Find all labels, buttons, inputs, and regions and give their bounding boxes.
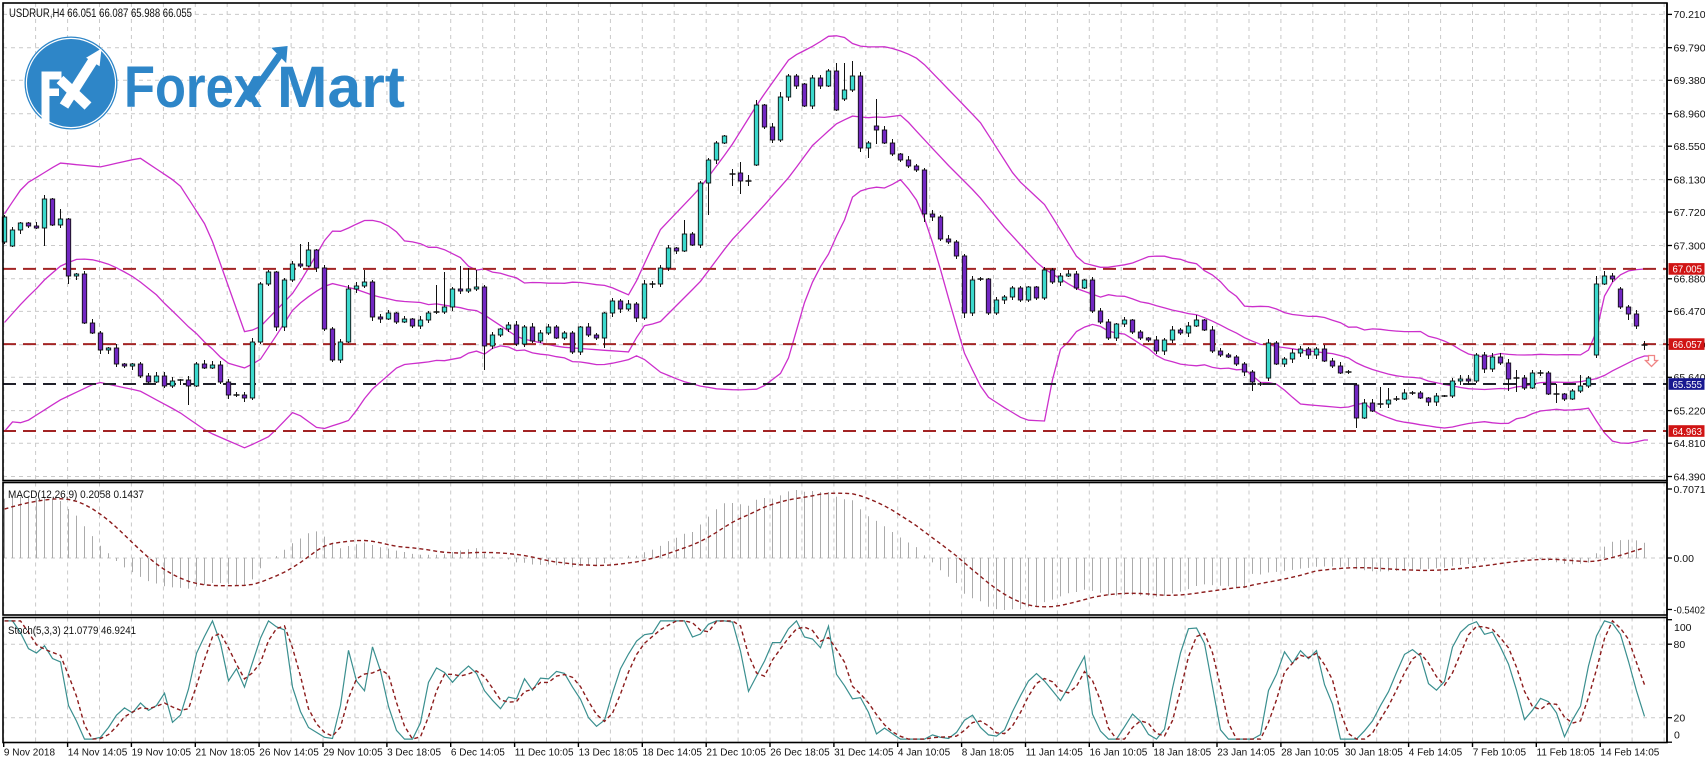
svg-text:16 Jan 10:05: 16 Jan 10:05	[1090, 748, 1148, 759]
svg-text:30 Jan 18:05: 30 Jan 18:05	[1345, 748, 1403, 759]
svg-text:3 Dec 18:05: 3 Dec 18:05	[387, 748, 441, 759]
svg-text:64.390: 64.390	[1674, 471, 1705, 483]
svg-text:18 Dec 14:05: 18 Dec 14:05	[643, 748, 703, 759]
svg-text:23 Jan 14:05: 23 Jan 14:05	[1217, 748, 1275, 759]
svg-text:11 Dec 10:05: 11 Dec 10:05	[515, 748, 574, 759]
svg-text:31 Dec 14:05: 31 Dec 14:05	[834, 748, 894, 759]
svg-text:80: 80	[1674, 639, 1686, 651]
svg-text:64.963: 64.963	[1673, 426, 1703, 438]
svg-text:69.380: 69.380	[1674, 75, 1705, 87]
svg-text:26 Dec 18:05: 26 Dec 18:05	[770, 748, 830, 759]
svg-text:100: 100	[1674, 622, 1692, 634]
svg-text:USDRUR,H4 66.051 66.087 65.98: USDRUR,H4 66.051 66.087 65.988 66.055	[9, 8, 192, 20]
svg-text:66.470: 66.470	[1674, 306, 1705, 318]
svg-text:Forex: Forex	[124, 55, 262, 120]
svg-text:14 Nov 14:05: 14 Nov 14:05	[68, 748, 128, 759]
svg-text:65.220: 65.220	[1674, 405, 1705, 417]
svg-text:Mart: Mart	[277, 55, 405, 120]
svg-text:69.790: 69.790	[1674, 43, 1705, 55]
svg-text:-0.5402: -0.5402	[1674, 604, 1705, 616]
svg-text:67.300: 67.300	[1674, 240, 1705, 252]
svg-text:MACD(12,26,9) 0.2058 0.1437: MACD(12,26,9) 0.2058 0.1437	[8, 489, 144, 501]
svg-text:11 Jan 14:05: 11 Jan 14:05	[1026, 748, 1084, 759]
svg-text:19 Nov 10:05: 19 Nov 10:05	[132, 748, 192, 759]
svg-text:0.7071: 0.7071	[1674, 484, 1705, 496]
svg-text:18 Jan 18:05: 18 Jan 18:05	[1153, 748, 1211, 759]
svg-text:11 Feb 18:05: 11 Feb 18:05	[1537, 748, 1596, 759]
svg-text:8 Jan 18:05: 8 Jan 18:05	[962, 748, 1015, 759]
svg-text:68.130: 68.130	[1674, 174, 1705, 186]
svg-text:21 Nov 18:05: 21 Nov 18:05	[196, 748, 256, 759]
svg-text:28 Jan 10:05: 28 Jan 10:05	[1281, 748, 1339, 759]
svg-text:14 Feb 14:05: 14 Feb 14:05	[1600, 748, 1659, 759]
svg-text:9 Nov 2018: 9 Nov 2018	[4, 748, 56, 759]
svg-text:0: 0	[1674, 730, 1680, 742]
svg-text:67.720: 67.720	[1674, 207, 1705, 219]
svg-text:65.555: 65.555	[1673, 379, 1703, 391]
svg-text:26 Nov 14:05: 26 Nov 14:05	[259, 748, 319, 759]
svg-text:70.210: 70.210	[1674, 9, 1705, 21]
svg-text:66.880: 66.880	[1674, 274, 1705, 286]
svg-text:21 Dec 10:05: 21 Dec 10:05	[706, 748, 766, 759]
svg-text:64.810: 64.810	[1674, 438, 1705, 450]
svg-text:0.00: 0.00	[1674, 553, 1695, 565]
svg-text:13 Dec 18:05: 13 Dec 18:05	[579, 748, 639, 759]
svg-text:66.057: 66.057	[1673, 339, 1703, 351]
svg-text:67.005: 67.005	[1673, 264, 1703, 276]
svg-text:68.550: 68.550	[1674, 141, 1705, 153]
svg-text:4 Feb 14:05: 4 Feb 14:05	[1409, 748, 1463, 759]
svg-text:Stoch(5,3,3) 21.0779 46.9241: Stoch(5,3,3) 21.0779 46.9241	[8, 625, 136, 637]
svg-text:20: 20	[1674, 713, 1686, 725]
svg-text:68.960: 68.960	[1674, 109, 1705, 121]
svg-text:4 Jan 10:05: 4 Jan 10:05	[898, 748, 951, 759]
svg-text:6 Dec 14:05: 6 Dec 14:05	[451, 748, 505, 759]
svg-text:29 Nov 10:05: 29 Nov 10:05	[323, 748, 383, 759]
svg-text:7 Feb 10:05: 7 Feb 10:05	[1473, 748, 1527, 759]
